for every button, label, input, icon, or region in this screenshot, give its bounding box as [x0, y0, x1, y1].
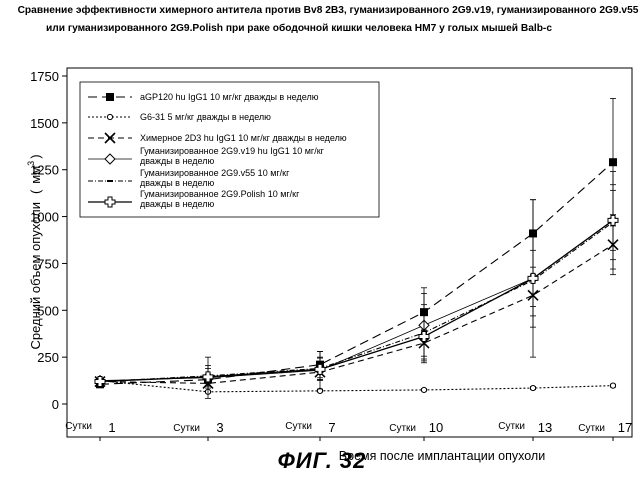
series-line	[100, 381, 613, 392]
legend-marker	[107, 114, 112, 119]
legend-label: дважды в неделю	[140, 199, 214, 209]
legend-label: Химерное 2D3 hu IgG1 10 мг/кг дважды в н…	[140, 133, 347, 143]
series-6	[95, 190, 618, 388]
x-tick-prefix: Сутки	[578, 423, 605, 434]
x-tick-prefix: Сутки	[173, 423, 200, 434]
x-tick-prefix: Сутки	[498, 421, 525, 432]
y-tick-label: 1500	[30, 116, 59, 131]
x-tick-label: 17	[618, 420, 632, 435]
x-tick-label: 1	[108, 420, 115, 435]
data-point	[608, 215, 618, 225]
x-tick-label: 7	[328, 420, 335, 435]
data-point	[421, 387, 426, 392]
legend-label: дважды в неделю	[140, 156, 214, 166]
series-line	[100, 220, 613, 380]
legend-label: Гуманизированное 2G9.v19 hu IgG1 10 мг/к…	[140, 146, 325, 156]
x-tick-prefix: Сутки	[285, 421, 312, 432]
y-axis-label-unit-sup: 3	[26, 161, 36, 166]
legend-label: дважды в неделю	[140, 178, 214, 188]
y-axis-label-text: Средний объем опухоли	[28, 202, 43, 350]
y-tick-label: 250	[37, 350, 59, 365]
legend-marker	[106, 93, 114, 101]
series-2	[97, 378, 616, 394]
x-tick-label: 3	[216, 420, 223, 435]
x-tick-prefix: Сутки	[389, 423, 416, 434]
data-point	[609, 158, 617, 166]
y-axis-label-unit: мм	[28, 166, 43, 184]
y-axis-label-paren: (	[28, 189, 43, 194]
x-tick-label: 10	[429, 420, 443, 435]
y-axis-label: Средний объем опухоли ( мм3)	[26, 154, 43, 349]
legend-label: G6-31 5 мг/кг дважды в неделю	[140, 112, 271, 122]
y-axis-label-paren: )	[28, 154, 43, 158]
figure-caption: ФИГ. 32	[0, 448, 644, 474]
y-tick-label: 0	[52, 397, 59, 412]
series-line	[100, 220, 613, 381]
x-tick-label: 13	[538, 420, 552, 435]
x-axis: Сутки 1 Сутки 3 Сутки 7 Сутки 10 Сутки 13 Сутки 17	[65, 420, 632, 441]
data-point	[530, 385, 535, 390]
y-tick-label: 1750	[30, 69, 59, 84]
legend-label: aGP120 hu IgG1 10 мг/кг дважды в неделю	[140, 92, 319, 102]
series-line	[100, 245, 613, 384]
legend-label: Гуманизированное 2G9.Polish 10 мг/кг	[140, 189, 300, 199]
legend-label: Гуманизированное 2G9.v55 10 мг/кг	[140, 168, 290, 178]
series-3	[95, 215, 618, 389]
data-point	[610, 383, 615, 388]
legend: aGP120 hu IgG1 10 мг/кг дважды в неделю G…	[80, 82, 379, 217]
x-tick-prefix: Сутки	[65, 421, 92, 432]
